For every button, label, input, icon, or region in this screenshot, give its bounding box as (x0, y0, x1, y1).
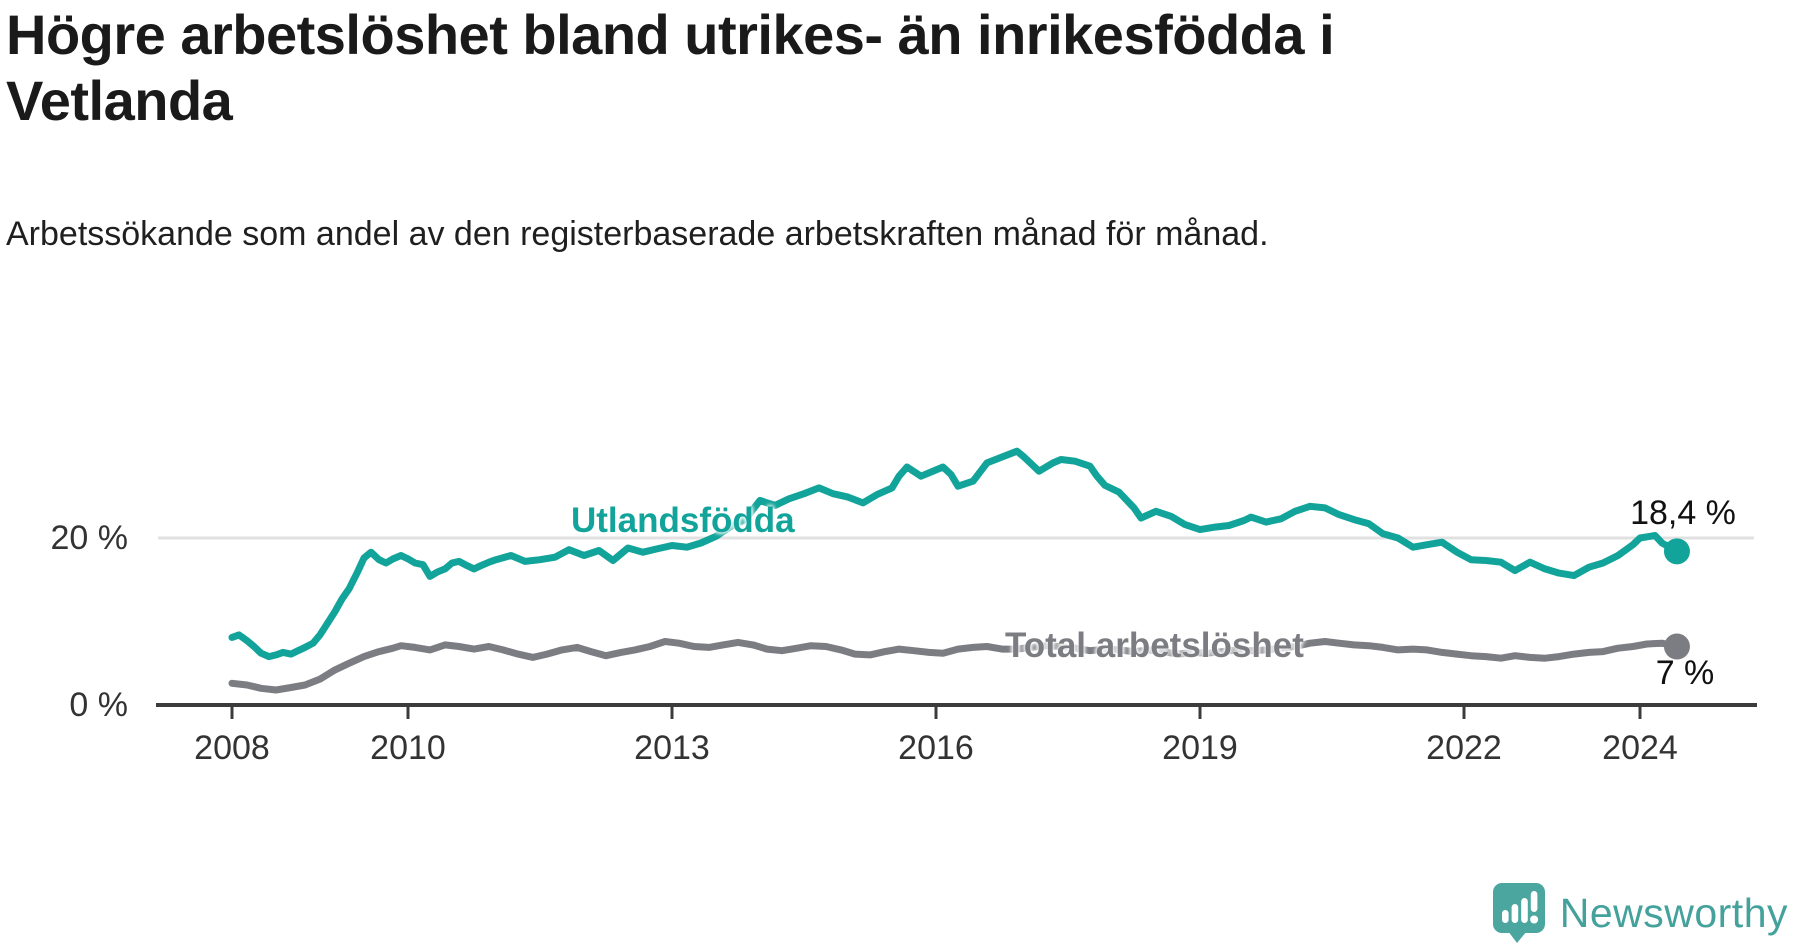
end-dot (1663, 633, 1690, 660)
x-tick-label: 2010 (370, 729, 446, 767)
end-value-label-utlandsfodda: 18,4 % (1630, 494, 1736, 532)
line-series (228, 638, 1681, 694)
x-tick-label: 2022 (1426, 729, 1502, 767)
newsworthy-icon (1492, 883, 1545, 943)
newsworthy-logo: Newsworthy (1492, 882, 1788, 944)
x-tick-label: 2008 (194, 729, 270, 767)
line-series (228, 447, 1681, 661)
x-tick-label: 2016 (898, 729, 974, 767)
newsworthy-wordmark: Newsworthy (1559, 889, 1788, 936)
end-dot (1663, 538, 1690, 565)
chart-subtitle: Arbetssökande som andel av den registerb… (6, 215, 1269, 253)
x-tick-label: 2013 (634, 729, 710, 767)
series-label-utlandsfodda: Utlandsfödda (571, 501, 795, 540)
x-tick-label: 2019 (1162, 729, 1238, 767)
y-tick-label: 0 % (69, 686, 128, 724)
y-tick-label: 20 % (50, 519, 129, 557)
chart-title: Högre arbetslöshet bland utrikes- än inr… (6, 3, 1335, 133)
x-tick-label: 2024 (1602, 729, 1678, 767)
series-label-total-arbetsloshet: Total arbetslöshet (1005, 626, 1304, 665)
end-value-label-total: 7 % (1655, 654, 1715, 692)
